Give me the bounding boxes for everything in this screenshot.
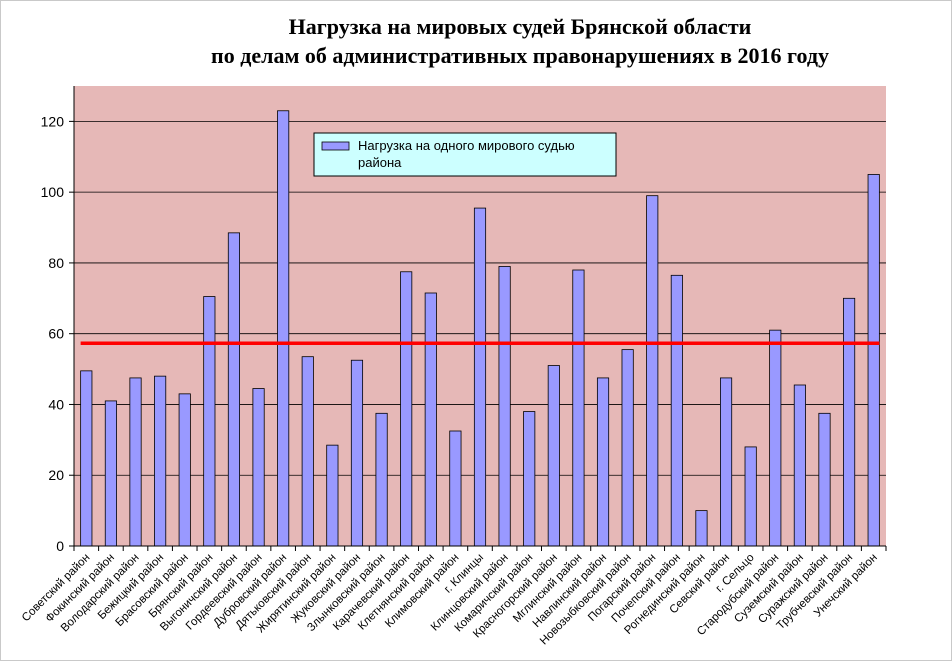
- bar: [252, 388, 265, 547]
- legend: Нагрузка на одного мирового судью района: [313, 132, 617, 177]
- bar: [867, 174, 880, 547]
- bar: [326, 444, 339, 547]
- chart-title-line-2: по делам об административных правонаруше…: [211, 43, 829, 68]
- chart-title-line-1: Нагрузка на мировых судей Брянской облас…: [288, 14, 752, 39]
- bar: [178, 393, 191, 547]
- y-tick-label: 80: [48, 255, 64, 271]
- bar: [129, 377, 142, 547]
- y-tick-label: 40: [48, 396, 64, 412]
- bar: [769, 329, 782, 547]
- y-axis-ticks: 0 20 40 60 80 100 120: [41, 113, 74, 554]
- bar: [646, 195, 659, 547]
- bar: [523, 411, 536, 547]
- bar: [670, 274, 683, 547]
- bar: [793, 384, 806, 547]
- bar: [277, 110, 290, 547]
- legend-swatch: [321, 141, 350, 151]
- y-tick-label: 60: [48, 326, 64, 342]
- bar: [843, 297, 856, 547]
- bar: [473, 207, 487, 547]
- bar: [547, 365, 560, 547]
- bar: [80, 370, 93, 547]
- bar: [154, 375, 167, 547]
- bar: [449, 430, 462, 547]
- bar: [203, 296, 216, 547]
- bar: [818, 412, 831, 547]
- axes: [73, 86, 886, 547]
- legend-box: [313, 132, 617, 177]
- bar: [301, 356, 314, 547]
- y-tick-label: 100: [41, 184, 65, 200]
- bar: [400, 271, 413, 547]
- bar: [572, 269, 585, 547]
- bar: [350, 359, 364, 547]
- y-tick-label: 120: [41, 113, 65, 129]
- bar: [424, 292, 437, 547]
- bar: [498, 266, 511, 547]
- bar-series: [80, 110, 880, 547]
- bar: [720, 377, 733, 547]
- legend-label-line-2: района: [358, 155, 402, 170]
- bar: [621, 349, 634, 547]
- chart-title: Нагрузка на мировых судей Брянской облас…: [0, 12, 952, 70]
- bar: [744, 446, 757, 547]
- bar: [375, 412, 388, 547]
- bar: [227, 232, 240, 547]
- y-tick-label: 20: [48, 467, 64, 483]
- legend-label-line-1: Нагрузка на одного мирового судью: [358, 138, 575, 153]
- bar: [596, 377, 610, 547]
- bar: [104, 400, 117, 547]
- y-tick-label: 0: [56, 538, 64, 554]
- bar: [695, 510, 708, 547]
